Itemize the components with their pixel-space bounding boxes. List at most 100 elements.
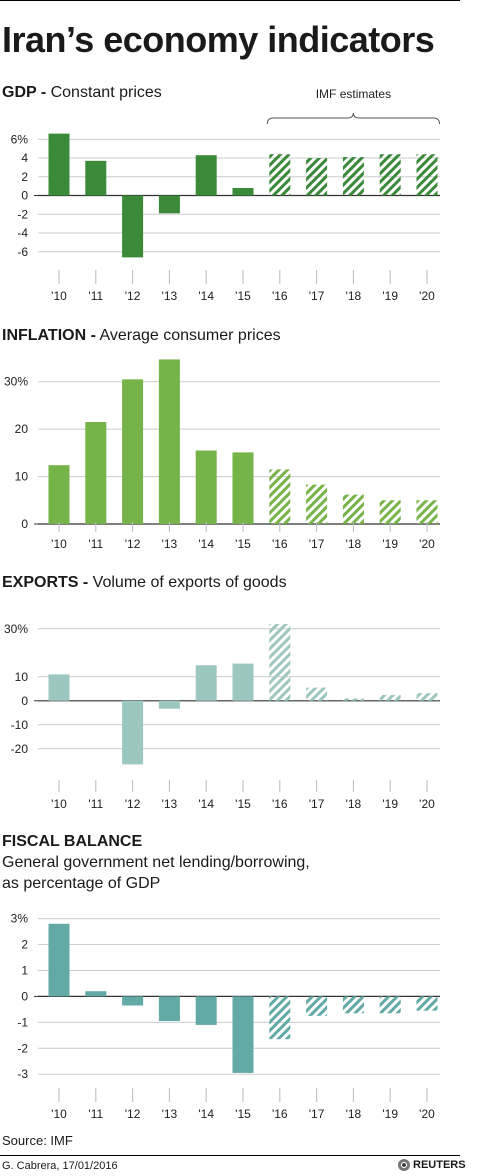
bar: [232, 452, 254, 524]
gdp-title-rest: Constant prices: [46, 84, 162, 101]
bar: [122, 195, 144, 258]
x-tick-label: '10: [51, 1107, 67, 1121]
y-tick-label: -10: [11, 718, 29, 732]
bar: [85, 422, 107, 524]
page-title: Iran’s economy indicators: [2, 19, 435, 60]
exports-panel-title: EXPORTS - Volume of exports of goods: [2, 573, 287, 593]
bar-estimate: [342, 157, 364, 196]
x-tick-label: '10: [51, 797, 67, 811]
y-tick-label: -20: [11, 742, 29, 756]
x-tick-label: '16: [272, 289, 288, 303]
bar-estimate: [379, 500, 401, 524]
gdp-title-bold: GDP -: [2, 84, 47, 101]
y-tick-label: -6: [17, 245, 28, 259]
x-tick-label: '12: [125, 797, 141, 811]
bar: [158, 996, 180, 1022]
x-tick-label: '15: [235, 797, 251, 811]
x-tick-label: '15: [235, 1107, 251, 1121]
bar: [195, 155, 217, 196]
x-tick-label: '13: [162, 1107, 178, 1121]
y-tick-label: 2: [21, 170, 28, 184]
gdp-panel-title: GDP - Constant prices: [2, 83, 162, 103]
fiscal-subtitle-line-2: as percentage of GDP: [2, 875, 161, 892]
x-tick-label: '14: [198, 1107, 214, 1121]
y-tick-label: 4: [21, 151, 28, 165]
bar: [232, 188, 254, 196]
x-tick-label: '18: [346, 797, 362, 811]
y-tick-label: -4: [17, 226, 28, 240]
inflation-title-bold: INFLATION -: [2, 327, 96, 344]
bar: [122, 379, 144, 524]
bar-estimate: [342, 698, 364, 701]
bar: [158, 359, 180, 524]
x-tick-label: '20: [419, 797, 435, 811]
bar: [232, 663, 254, 701]
x-tick-label: '19: [382, 1107, 398, 1121]
bar-estimate: [416, 154, 438, 196]
x-tick-label: '11: [88, 289, 103, 303]
author-credit: G. Cabrera, 17/01/2016: [2, 1160, 118, 1172]
bar: [48, 674, 70, 701]
y-tick-label: 10: [15, 670, 29, 684]
fiscal-title-bold: FISCAL BALANCE: [2, 833, 143, 850]
x-tick-label: '10: [51, 537, 67, 551]
bar-estimate: [379, 154, 401, 196]
y-tick-label: 10: [15, 470, 29, 484]
estimates-label: IMF estimates: [316, 87, 391, 101]
bar-estimate: [342, 494, 364, 524]
y-tick-label: 2: [21, 938, 28, 952]
x-tick-label: '20: [419, 537, 435, 551]
reuters-logo: REUTERS: [398, 1159, 466, 1171]
x-tick-label: '14: [198, 797, 214, 811]
inflation-chart: 30% 20 10 0 '10 '11 '12 '13 '14 '15 '16 '17 '18 '19 '2…: [4, 359, 440, 551]
inflation-title-rest: Average consumer prices: [95, 327, 281, 344]
y-tick-label: 1: [21, 963, 28, 977]
y-tick-label: 20: [15, 422, 29, 436]
x-tick-label: '12: [125, 537, 141, 551]
estimates-bracket: [266, 112, 440, 125]
x-tick-label: '18: [346, 289, 362, 303]
x-tick-label: '15: [235, 289, 251, 303]
reuters-logo-icon: [398, 1159, 410, 1171]
x-tick-label: '16: [272, 537, 288, 551]
x-tick-label: '18: [346, 537, 362, 551]
bar-estimate: [269, 996, 291, 1040]
bar-estimate: [306, 158, 328, 196]
exports-chart: 30% 10 0 -10 -20 '10 '11 '12 '13 '14 '15 '16 '17 '18 '…: [4, 622, 440, 811]
bar-estimate: [416, 693, 438, 701]
x-tick-label: '17: [309, 289, 325, 303]
y-tick-label: 0: [21, 989, 28, 1003]
x-tick-label: '15: [235, 537, 251, 551]
reuters-logo-text: REUTERS: [413, 1159, 466, 1171]
x-tick-label: '19: [382, 797, 398, 811]
x-tick-label: '17: [309, 537, 325, 551]
x-tick-label: '18: [346, 1107, 362, 1121]
y-tick-label: 0: [21, 517, 28, 531]
bar: [158, 195, 180, 214]
x-tick-label: '20: [419, 289, 435, 303]
x-tick-label: '13: [162, 797, 178, 811]
bar-estimate: [306, 996, 328, 1016]
bar: [48, 133, 70, 196]
bar-estimate: [269, 469, 291, 524]
y-tick-label: -3: [17, 1067, 28, 1081]
fiscal-balance-chart: 3% 2 1 0 -1 -2 -3 '10 '11 '12 '13 '14 '15 '16 '17 '18 '1…: [11, 912, 440, 1121]
bar: [195, 450, 217, 524]
y-tick-label: -1: [17, 1015, 28, 1029]
y-tick-label: 6%: [11, 132, 29, 146]
bar-estimate: [342, 996, 364, 1014]
bar: [85, 160, 107, 196]
bar: [195, 996, 217, 1025]
bar: [158, 700, 180, 709]
x-tick-label: '19: [382, 289, 398, 303]
bar-estimate: [416, 996, 438, 1011]
y-tick-label: -2: [17, 1041, 28, 1055]
x-tick-label: '17: [309, 1107, 325, 1121]
y-tick-label: 0: [21, 189, 28, 203]
y-tick-label: 30%: [4, 622, 28, 636]
bar: [48, 923, 70, 997]
y-tick-label: -2: [17, 207, 28, 221]
y-tick-label: 30%: [4, 375, 28, 389]
gdp-chart: 6% 4 2 0 -2 -4 -6 '10 '11 '12 '13 '14 '15 '16 '17 '18 '1…: [11, 87, 440, 303]
x-tick-label: '14: [198, 289, 214, 303]
